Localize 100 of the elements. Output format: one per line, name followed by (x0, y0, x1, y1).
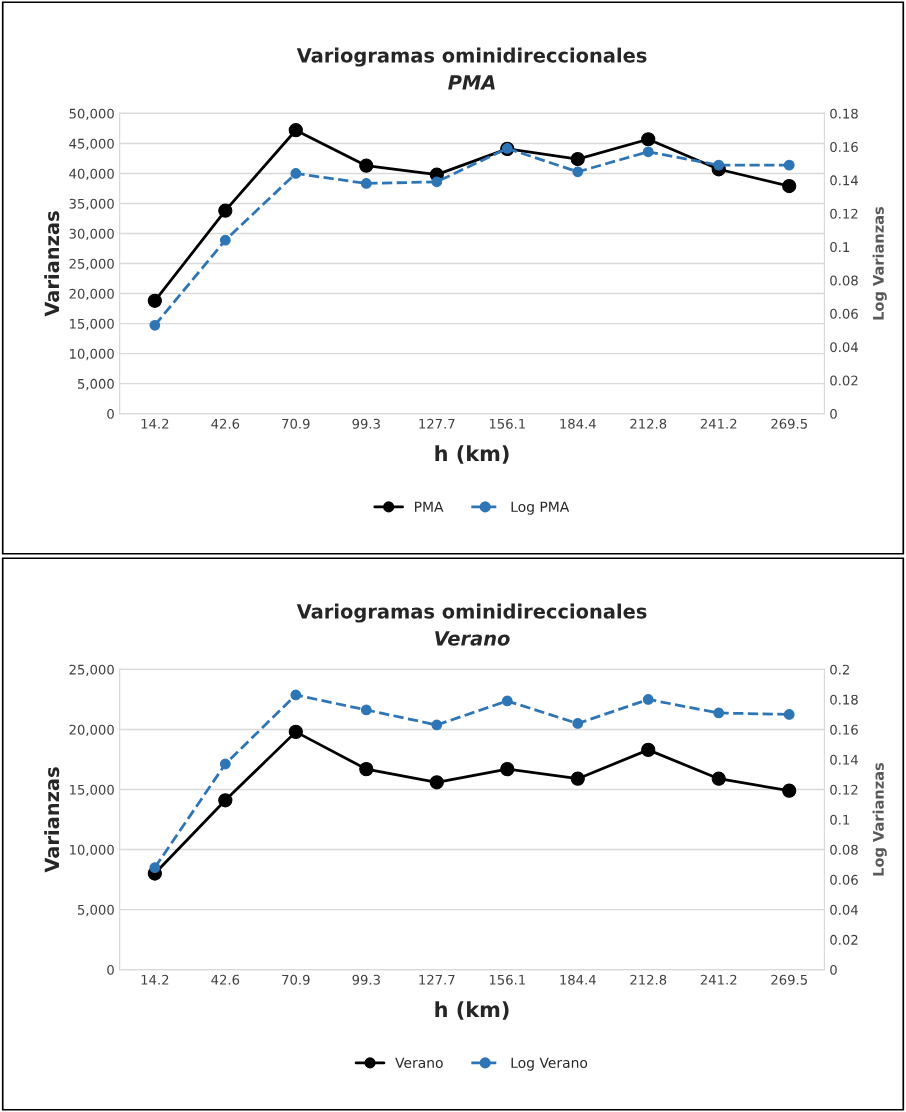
y-tick-label: 20,000 (69, 288, 114, 301)
x-tick-label: 70.9 (282, 418, 310, 429)
point (219, 234, 231, 246)
x-tick-label: 184.4 (560, 418, 596, 429)
x-tick-label: 42.6 (211, 418, 240, 429)
point (360, 178, 372, 189)
legend-label: Log Verano (511, 1057, 588, 1071)
y2-tick-label: 0.1 (830, 242, 850, 253)
point (147, 293, 162, 308)
y-tick-label: 30,000 (69, 228, 114, 241)
legend-label: Verano (395, 1057, 443, 1068)
x-tick-label: 156.1 (489, 418, 525, 429)
point (218, 203, 233, 218)
x-tick-label: 42.6 (211, 974, 240, 985)
point (219, 758, 231, 770)
x-tick-label: 127.7 (419, 418, 455, 429)
y2-tick-label: 0.14 (830, 754, 858, 765)
x-tick-label: 156.1 (489, 974, 525, 985)
point (429, 775, 444, 790)
x-tick-label: 14.2 (141, 418, 169, 429)
point (711, 771, 726, 786)
y2-tick-label: 0.14 (830, 175, 858, 186)
x-tick-label: 269.5 (771, 418, 807, 429)
point (288, 123, 303, 138)
point (713, 707, 725, 719)
y-tick-label: 25,000 (69, 664, 114, 676)
point (713, 159, 725, 171)
point (218, 793, 233, 808)
point (783, 709, 795, 720)
point (782, 178, 797, 194)
point (782, 783, 797, 798)
y2-tick-label: 0.18 (830, 108, 858, 119)
point (641, 742, 656, 758)
x-tick-label: 212.8 (630, 974, 667, 985)
y2-axis-title: Log Varianzas (872, 206, 887, 320)
y2-tick-label: 0.1 (830, 814, 850, 825)
y-tick-label: 25,000 (69, 258, 114, 271)
point (572, 718, 584, 729)
point (290, 168, 302, 179)
point (431, 176, 443, 188)
y-tick-label: 10,000 (70, 348, 114, 361)
y-axis-title: Varianzas (44, 211, 60, 317)
y2-tick-label: 0.04 (830, 904, 858, 915)
y2-tick-label: 0.2 (830, 664, 849, 675)
x-tick-label: 184.4 (560, 974, 596, 985)
y2-tick-label: 0.16 (830, 724, 858, 735)
point (500, 761, 515, 777)
point (149, 862, 161, 873)
point (288, 724, 303, 739)
y-tick-label: 50,000 (69, 108, 114, 120)
y-tick-label: 45,000 (69, 138, 114, 150)
point (360, 704, 372, 716)
chart-title: Variogramas ominidireccionales (296, 47, 647, 67)
y2-tick-label: 0.06 (830, 308, 858, 319)
point (431, 719, 443, 731)
chart-subtitle: Verano (435, 631, 510, 646)
x-tick-label: 70.9 (282, 974, 310, 985)
point (359, 158, 374, 173)
x-tick-label: 212.8 (630, 418, 667, 429)
y-axis-title: Varianzas (44, 767, 60, 873)
y-tick-label: 10,000 (70, 844, 114, 857)
x-tick-label: 14.2 (141, 974, 169, 985)
x-tick-label: 99.3 (352, 974, 380, 985)
y2-tick-label: 0.12 (830, 784, 858, 795)
point (783, 159, 795, 171)
y2-tick-label: 0.08 (830, 275, 858, 286)
point (501, 695, 513, 707)
x-tick-label: 269.5 (771, 974, 807, 985)
point (149, 319, 161, 331)
chart-subtitle: PMA (448, 75, 495, 90)
point (570, 771, 585, 786)
legend-label: Log PMA (511, 501, 570, 515)
point (572, 166, 584, 178)
y-tick-label: 35,000 (69, 198, 114, 211)
y-tick-label: 15,000 (70, 784, 114, 797)
x-tick-label: 241.2 (700, 974, 737, 985)
point (642, 694, 654, 705)
y2-tick-label: 0.02 (830, 934, 858, 945)
y-tick-label: 20,000 (69, 724, 114, 737)
y2-tick-label: 0.18 (830, 694, 858, 705)
chart-title: Variogramas ominidireccionales (296, 603, 647, 623)
x-axis-title: h (km) (435, 1001, 509, 1020)
point (359, 761, 374, 777)
y2-axis-title: Log Varianzas (872, 762, 887, 876)
y-tick-label: 40,000 (69, 168, 114, 181)
y2-tick-label: 0.16 (830, 142, 858, 152)
legend-label: PMA (415, 501, 444, 512)
point (642, 146, 654, 158)
y2-tick-label: 0 (830, 964, 837, 975)
y-tick-label: 15,000 (70, 318, 114, 331)
y-tick-label: 5,000 (77, 378, 114, 391)
point (290, 689, 302, 701)
y-tick-label: 0 (107, 964, 114, 975)
y2-tick-label: 0.02 (830, 375, 858, 386)
y2-tick-label: 0.08 (830, 844, 858, 855)
y-tick-label: 0 (107, 408, 114, 419)
y2-tick-label: 0.06 (830, 874, 858, 885)
y2-tick-label: 0.04 (830, 342, 858, 353)
x-axis-title: h (km) (435, 445, 509, 464)
y-tick-label: 5,000 (77, 904, 114, 917)
